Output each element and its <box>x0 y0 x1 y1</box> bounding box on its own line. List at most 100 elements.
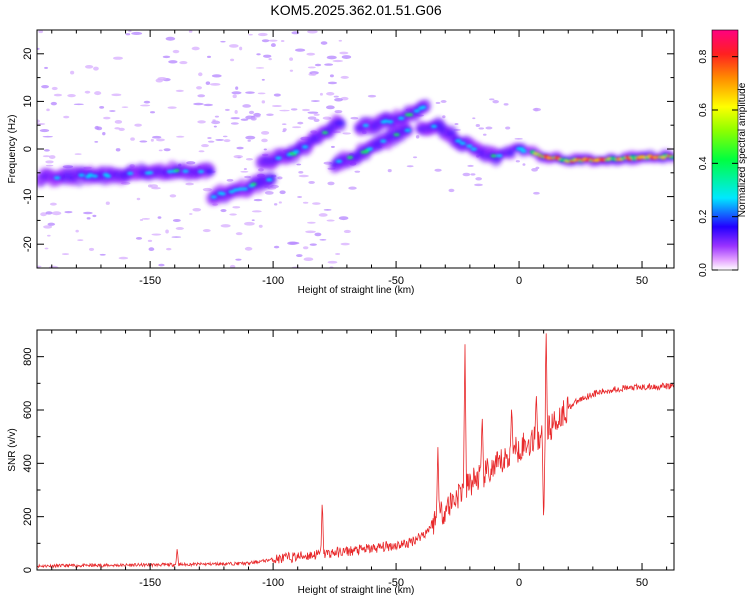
ridge-core-blob <box>210 195 218 199</box>
spectrogram-x-label: Height of straight line (km) <box>298 285 415 296</box>
noise-speck <box>167 106 177 109</box>
noise-speck <box>310 100 320 102</box>
noise-speck <box>531 168 538 172</box>
ridge-core-blob <box>398 116 405 120</box>
ridge-core-blob <box>104 174 112 178</box>
y-tick-label: 0 <box>22 146 34 152</box>
ridge-core-blob <box>520 149 527 153</box>
noise-speck <box>302 246 309 250</box>
noise-speck <box>186 161 196 165</box>
noise-speck <box>334 109 343 114</box>
noise-speck <box>243 168 247 171</box>
noise-speck <box>324 63 334 66</box>
noise-speck <box>175 227 184 230</box>
spectrogram-ridge-core <box>53 105 674 199</box>
noise-speck <box>237 156 241 159</box>
colorbar-label: Normalized spectral amplitude <box>737 82 748 217</box>
noise-speck <box>303 257 314 262</box>
noise-speck <box>64 210 73 214</box>
noise-speck <box>348 186 357 190</box>
noise-speck <box>235 232 243 236</box>
noise-speck <box>49 202 57 206</box>
ridge-core-blob <box>404 128 411 132</box>
noise-speck <box>462 172 471 177</box>
noise-speck <box>307 30 318 34</box>
colorbar-tick-label: 0.2 <box>698 209 709 223</box>
snr-frame <box>36 329 675 571</box>
ridge-core-blob <box>182 169 189 173</box>
noise-speck <box>271 104 282 107</box>
noise-speck <box>454 123 459 126</box>
ridge-core-blob <box>420 105 427 109</box>
noise-speck <box>202 187 212 192</box>
noise-speck <box>503 103 509 106</box>
noise-speck <box>505 126 511 130</box>
noise-speck <box>37 119 40 123</box>
noise-speck <box>141 217 151 220</box>
noise-speck <box>319 239 327 241</box>
x-tick-label: -50 <box>388 275 404 287</box>
noise-speck <box>247 139 251 142</box>
noise-speck <box>223 139 231 143</box>
ridge-body-blob <box>205 168 215 176</box>
noise-speck <box>434 168 442 172</box>
noise-speck <box>309 243 317 246</box>
noise-speck <box>96 126 103 131</box>
noise-speck <box>205 81 211 85</box>
spectrogram-y-label: Frequency (Hz) <box>7 115 18 184</box>
noise-speck <box>192 208 202 212</box>
x-tick-label: -50 <box>388 577 404 589</box>
noise-speck <box>206 55 212 58</box>
noise-speck <box>475 177 482 181</box>
noise-speck <box>314 63 322 67</box>
ridge-core-blob <box>335 159 343 163</box>
noise-speck <box>44 247 49 250</box>
noise-speck <box>263 54 272 58</box>
noise-speck <box>330 145 335 148</box>
noise-speck <box>165 229 169 234</box>
noise-speck <box>322 116 332 120</box>
noise-speck <box>224 108 230 111</box>
ridge-core-blob <box>293 149 300 154</box>
noise-speck <box>335 252 341 255</box>
noise-speck <box>311 72 317 76</box>
noise-speck <box>42 135 53 138</box>
noise-speck <box>230 117 240 120</box>
noise-speck <box>319 92 323 96</box>
noise-speck <box>109 110 116 112</box>
noise-speck <box>264 191 274 195</box>
noise-speck <box>297 121 304 125</box>
noise-speck <box>157 77 167 81</box>
noise-speck <box>320 41 328 45</box>
noise-speck <box>213 125 217 128</box>
x-tick-label: -100 <box>262 275 284 287</box>
ridge-core-blob <box>275 156 282 160</box>
noise-speck <box>298 170 304 174</box>
noise-speck <box>258 224 263 228</box>
noise-speck <box>232 94 237 99</box>
snr-panel: -150 -100 -50 0 50 0 200 400 600 800 Height of s… <box>7 329 675 596</box>
noise-speck <box>211 74 222 78</box>
noise-speck <box>39 128 50 133</box>
noise-speck <box>172 218 181 222</box>
noise-speck <box>67 94 76 98</box>
y-tick-label: 600 <box>22 401 34 419</box>
noise-speck <box>148 247 155 252</box>
noise-speck <box>302 108 310 112</box>
noise-speck <box>245 135 256 140</box>
noise-speck <box>278 201 282 204</box>
noise-speck <box>350 116 359 120</box>
noise-speck <box>470 173 476 176</box>
x-tick-label: -150 <box>139 577 161 589</box>
noise-speck <box>533 191 540 195</box>
noise-speck <box>48 155 56 160</box>
noise-speck <box>342 132 351 135</box>
noise-speck <box>482 133 487 136</box>
ridge-core-blob <box>301 145 309 149</box>
noise-speck <box>240 118 249 121</box>
noise-speck <box>257 32 268 37</box>
noise-speck <box>334 97 343 102</box>
noise-speck <box>75 229 79 233</box>
noise-speck <box>329 74 334 78</box>
noise-speck <box>327 260 338 264</box>
